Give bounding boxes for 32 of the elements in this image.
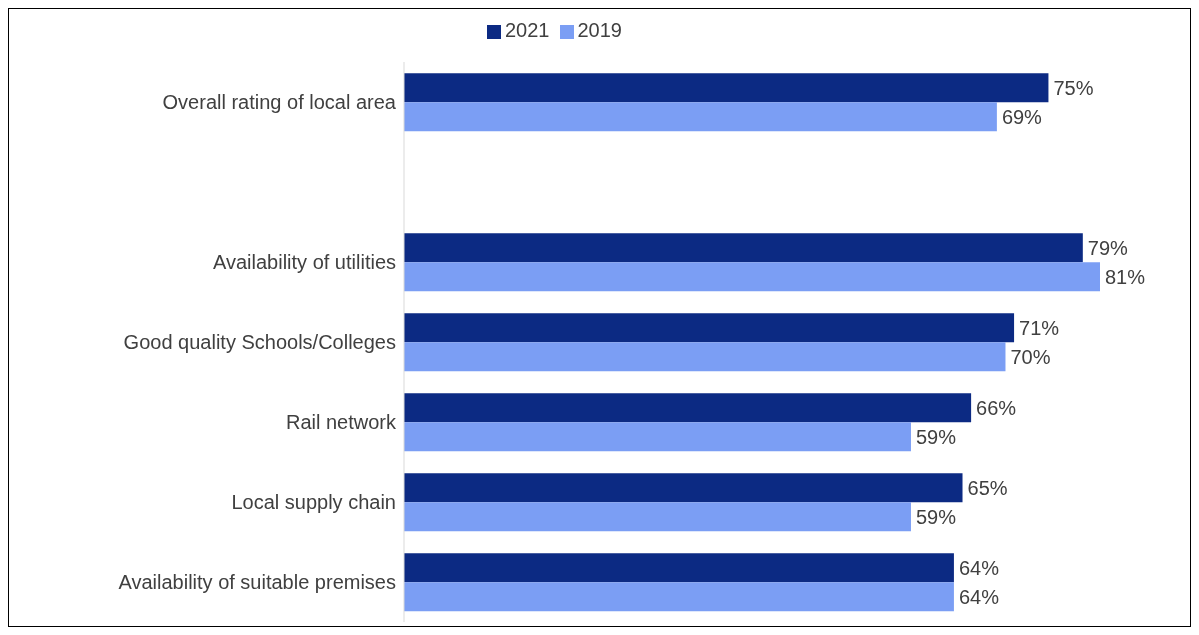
bar	[404, 502, 911, 532]
legend-label: 2021	[505, 19, 550, 41]
bar	[404, 393, 972, 423]
bar	[404, 73, 1049, 103]
bar	[404, 262, 1100, 292]
bar	[404, 342, 1006, 372]
bar	[404, 313, 1015, 343]
bar	[404, 553, 954, 583]
data-label: 69%	[1001, 105, 1043, 128]
y-tick-label: Good quality Schools/Colleges	[123, 331, 396, 354]
y-tick-label: Rail network	[285, 411, 397, 434]
bar	[404, 233, 1083, 263]
data-label: 65%	[967, 476, 1008, 499]
legend-label: 2019	[577, 19, 622, 41]
bar	[404, 102, 997, 132]
y-tick-label: Overall rating of local area	[162, 91, 397, 114]
data-label: 75%	[1053, 76, 1094, 99]
data-label: 59%	[915, 505, 957, 528]
y-tick-label: Availability of utilities	[212, 251, 396, 274]
bar	[404, 422, 911, 452]
data-label: 81%	[1105, 265, 1146, 288]
data-label: 64%	[958, 556, 1000, 579]
y-tick-label: Local supply chain	[231, 491, 396, 514]
y-tick-label: Availability of suitable premises	[118, 571, 396, 594]
bar	[404, 582, 954, 612]
data-label: 59%	[915, 425, 957, 448]
data-label: 64%	[958, 585, 1000, 608]
bar	[404, 473, 963, 503]
data-label: 70%	[1010, 345, 1051, 368]
data-label: 79%	[1087, 236, 1129, 259]
data-label: 66%	[976, 396, 1017, 419]
data-label: 71%	[1019, 316, 1060, 339]
